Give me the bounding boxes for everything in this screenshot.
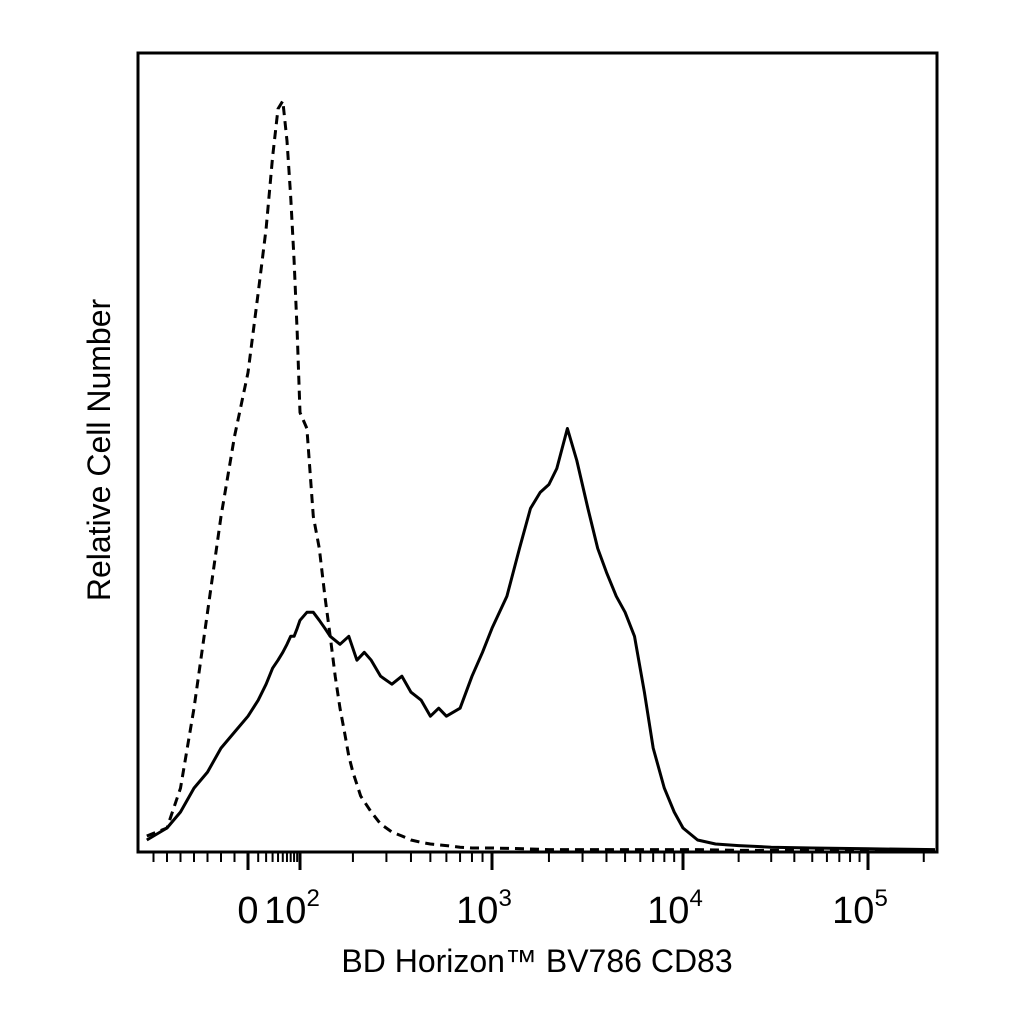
plot-frame [136, 51, 939, 854]
histogram-series-dashed [146, 99, 935, 852]
x-axis-minor-ticks [152, 852, 925, 862]
y-axis-title: Relative Cell Number [81, 298, 117, 601]
x-tick-exponent: 3 [498, 885, 511, 912]
x-tick-exponent: 4 [689, 885, 702, 912]
x-tick-label: 104 [647, 885, 703, 932]
x-tick-exponent: 5 [874, 885, 887, 912]
x-axis-major-ticks [246, 852, 870, 870]
x-tick-label: 103 [456, 885, 512, 932]
histogram-series-solid [146, 427, 936, 852]
histogram-series-layer [146, 99, 936, 852]
x-tick-label: 102 [264, 885, 320, 932]
x-axis-title: BD Horizon™ BV786 CD83 [341, 943, 732, 979]
x-tick-exponent: 2 [306, 885, 319, 912]
x-axis-tick-labels: 0 102 103 104 105 [237, 885, 887, 932]
x-tick-label: 0 [237, 890, 258, 932]
x-tick-label: 105 [832, 885, 888, 932]
